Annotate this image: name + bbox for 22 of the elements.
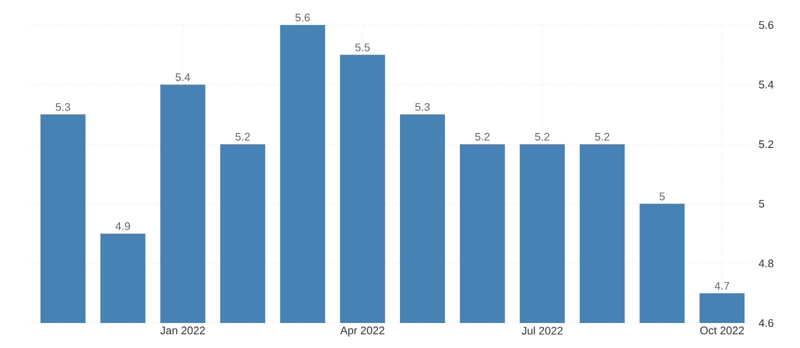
x-tick-label: Jan 2022 [160,326,205,334]
data-label: 5.2 [535,132,550,141]
y-tick-label: 4.8 [758,260,774,268]
y-tick-label: 4.6 [758,319,774,327]
data-label: 5.6 [295,14,310,22]
data-label: 4.9 [115,222,130,230]
data-label: 5.2 [236,132,250,141]
y-tick-label: 5.4 [758,80,774,88]
data-label: 5.5 [355,44,370,52]
x-tick-label: Oct 2022 [700,326,744,334]
data-label: 5.4 [176,73,190,82]
data-label: 4.7 [714,282,730,290]
y-tick-label: 5.2 [758,140,774,148]
x-tick-label: Apr 2022 [340,326,384,336]
data-label: 5.2 [595,132,610,141]
y-tick-label: 5 [758,200,764,208]
data-label: 5.3 [56,103,70,111]
y-tick-label: 5.6 [758,21,774,29]
data-label: 5.3 [415,103,430,111]
x-tick-label: Jul 2022 [522,326,563,335]
data-label: 5.2 [475,132,490,141]
data-label: 5 [660,192,665,200]
